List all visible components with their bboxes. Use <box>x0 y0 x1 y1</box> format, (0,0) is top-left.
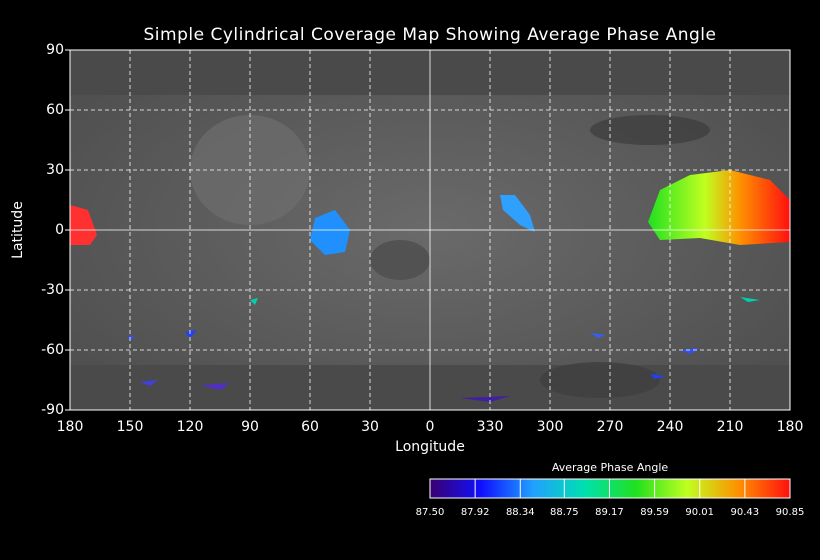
title: Simple Cylindrical Coverage Map Showing … <box>144 25 717 45</box>
y-tick-label: 0 <box>55 222 64 238</box>
colorbar-tick-label: 87.50 <box>416 507 445 518</box>
colorbar-tick-label: 89.17 <box>595 507 624 518</box>
x-tick-label: 120 <box>177 419 204 435</box>
y-tick-label: -90 <box>41 402 64 418</box>
colorbar-tick-label: 90.43 <box>731 507 760 518</box>
x-tick-label: 240 <box>657 419 684 435</box>
y-tick-label: -60 <box>41 342 64 358</box>
colorbar-tick-label: 89.59 <box>640 507 669 518</box>
colorbar-fill <box>429 478 791 499</box>
y-axis-label: Latitude <box>10 201 26 259</box>
x-tick-label: 0 <box>426 419 435 435</box>
x-tick-label: 30 <box>361 419 379 435</box>
y-tick-label: -30 <box>41 282 64 298</box>
y-tick-label: 60 <box>46 102 64 118</box>
x-tick-label: 180 <box>57 419 84 435</box>
x-tick-label: 180 <box>777 419 804 435</box>
x-axis-label: Longitude <box>395 439 465 455</box>
colorbar-tick-label: 90.01 <box>685 507 714 518</box>
colorbar-tick-label: 90.85 <box>776 507 805 518</box>
colorbar: 87.50 87.92 88.34 88.75 89.17 89.59 90.01 90.43… <box>416 478 805 518</box>
x-tick-label: 90 <box>241 419 259 435</box>
y-tick-label: 30 <box>46 162 64 178</box>
colorbar-tick-label: 87.92 <box>461 507 490 518</box>
y-tick-label: 90 <box>46 42 64 58</box>
x-tick-label: 270 <box>597 419 624 435</box>
colorbar-tick-label: 88.34 <box>506 507 535 518</box>
coverage <box>70 170 790 402</box>
x-tick-label: 300 <box>537 419 564 435</box>
x-tick-label: 210 <box>717 419 744 435</box>
x-tick-label: 150 <box>117 419 144 435</box>
colorbar-title: Average Phase Angle <box>552 461 669 474</box>
x-tick-label: 60 <box>301 419 319 435</box>
colorbar-tick-label: 88.75 <box>550 507 579 518</box>
x-tick-label: 330 <box>477 419 504 435</box>
